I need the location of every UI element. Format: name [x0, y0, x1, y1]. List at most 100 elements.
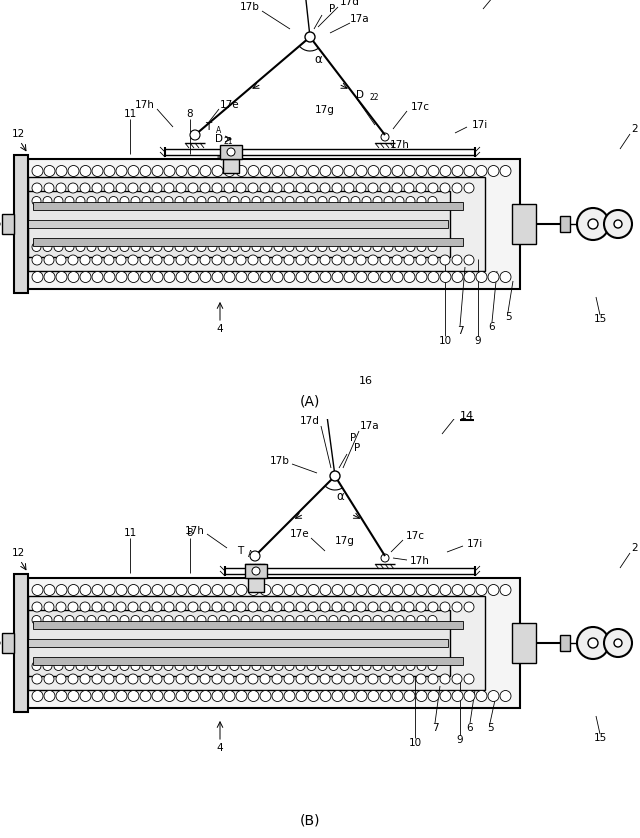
- Circle shape: [452, 272, 463, 282]
- Circle shape: [65, 615, 74, 624]
- Circle shape: [332, 183, 342, 193]
- Circle shape: [32, 242, 41, 251]
- Circle shape: [284, 691, 295, 701]
- Circle shape: [380, 674, 390, 684]
- Circle shape: [356, 602, 366, 612]
- Bar: [560, 635, 570, 651]
- Circle shape: [32, 165, 43, 177]
- Circle shape: [43, 661, 52, 670]
- Circle shape: [452, 602, 462, 612]
- Circle shape: [236, 674, 246, 684]
- Circle shape: [272, 183, 282, 193]
- Circle shape: [488, 584, 499, 596]
- Circle shape: [92, 183, 102, 193]
- Circle shape: [80, 255, 90, 265]
- Circle shape: [428, 674, 438, 684]
- Circle shape: [332, 674, 342, 684]
- Circle shape: [200, 584, 211, 596]
- Circle shape: [219, 615, 228, 624]
- Bar: [220, 145, 242, 159]
- Text: (B): (B): [300, 813, 320, 827]
- Circle shape: [406, 242, 415, 251]
- Circle shape: [296, 255, 306, 265]
- Circle shape: [356, 272, 367, 282]
- Circle shape: [188, 183, 198, 193]
- Circle shape: [308, 255, 318, 265]
- Circle shape: [384, 661, 393, 670]
- Circle shape: [260, 602, 270, 612]
- Circle shape: [368, 255, 378, 265]
- Circle shape: [296, 674, 306, 684]
- Circle shape: [260, 272, 271, 282]
- Circle shape: [224, 183, 234, 193]
- Circle shape: [344, 255, 354, 265]
- Circle shape: [392, 255, 402, 265]
- Circle shape: [344, 183, 354, 193]
- Circle shape: [272, 255, 282, 265]
- Circle shape: [344, 674, 354, 684]
- Text: P: P: [329, 4, 335, 14]
- Circle shape: [332, 602, 342, 612]
- Circle shape: [320, 183, 330, 193]
- Bar: [28, 610, 450, 676]
- Bar: [33, 657, 463, 665]
- Circle shape: [200, 691, 211, 701]
- Circle shape: [488, 272, 499, 282]
- Circle shape: [440, 272, 451, 282]
- Circle shape: [368, 674, 378, 684]
- Circle shape: [395, 661, 404, 670]
- Circle shape: [428, 661, 437, 670]
- Circle shape: [200, 602, 210, 612]
- Circle shape: [500, 691, 511, 701]
- Circle shape: [464, 255, 474, 265]
- Circle shape: [128, 584, 139, 596]
- Circle shape: [381, 133, 389, 141]
- Circle shape: [340, 615, 349, 624]
- Text: 2: 2: [632, 543, 638, 553]
- Circle shape: [44, 674, 54, 684]
- Circle shape: [416, 165, 427, 177]
- Circle shape: [417, 661, 426, 670]
- Circle shape: [92, 602, 102, 612]
- Text: 9: 9: [457, 735, 463, 745]
- Circle shape: [230, 615, 239, 624]
- Circle shape: [54, 661, 63, 670]
- Circle shape: [56, 674, 66, 684]
- Circle shape: [197, 615, 206, 624]
- Circle shape: [188, 272, 199, 282]
- Circle shape: [68, 272, 79, 282]
- Circle shape: [54, 242, 63, 251]
- Bar: [2, 633, 14, 653]
- Circle shape: [230, 661, 239, 670]
- Circle shape: [200, 674, 210, 684]
- Circle shape: [362, 661, 371, 670]
- Circle shape: [176, 255, 186, 265]
- Circle shape: [241, 661, 250, 670]
- Circle shape: [208, 242, 217, 251]
- Circle shape: [263, 242, 272, 251]
- Circle shape: [344, 165, 355, 177]
- Circle shape: [175, 661, 184, 670]
- Circle shape: [227, 148, 235, 156]
- Circle shape: [80, 272, 91, 282]
- Circle shape: [614, 639, 622, 647]
- Text: 21: 21: [224, 137, 234, 146]
- Circle shape: [188, 255, 198, 265]
- Circle shape: [500, 584, 511, 596]
- Circle shape: [332, 165, 343, 177]
- Circle shape: [464, 165, 475, 177]
- Circle shape: [68, 691, 79, 701]
- Circle shape: [80, 183, 90, 193]
- Circle shape: [340, 661, 349, 670]
- Text: P: P: [354, 443, 360, 453]
- Circle shape: [212, 602, 222, 612]
- Text: 4: 4: [217, 324, 223, 334]
- Bar: [28, 578, 520, 708]
- Text: 11: 11: [124, 109, 136, 119]
- Circle shape: [43, 615, 52, 624]
- Circle shape: [32, 196, 41, 205]
- Bar: [28, 596, 485, 690]
- Circle shape: [219, 242, 228, 251]
- Circle shape: [120, 661, 129, 670]
- Bar: [28, 159, 520, 289]
